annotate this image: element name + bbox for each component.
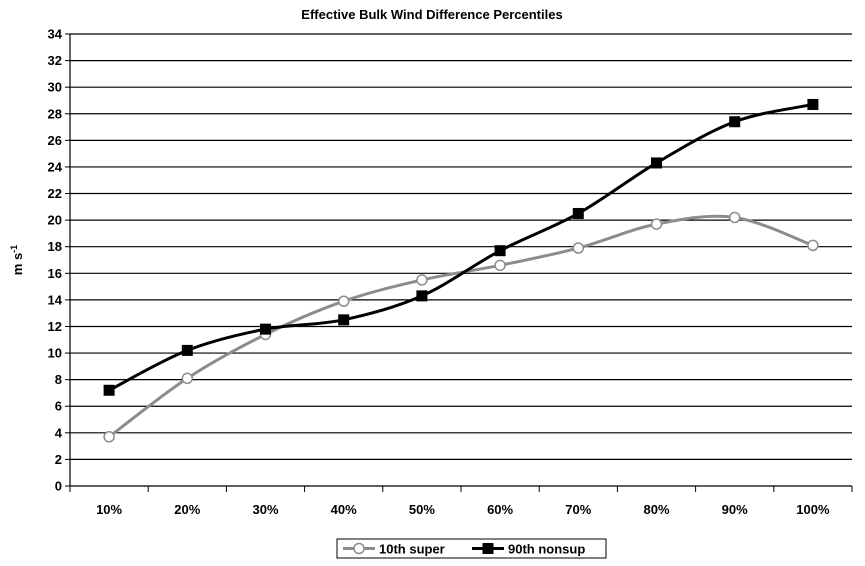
y-tick-label: 18: [48, 239, 62, 254]
data-point-marker: [494, 259, 506, 272]
y-tick-label: 26: [48, 133, 62, 148]
x-tick-labels: 10% 20% 30% 40% 50% 60% 70% 80% 90% 100%: [96, 502, 830, 517]
data-point-marker: [260, 323, 271, 335]
chart-title: Effective Bulk Wind Difference Percentil…: [301, 7, 562, 22]
data-point-marker: [338, 314, 350, 326]
x-tick-label: 10%: [96, 502, 122, 517]
legend: 10th super 90th nonsup: [336, 538, 607, 559]
y-tick-label: 16: [48, 266, 62, 281]
y-tick-label: 0: [55, 479, 62, 494]
x-tick-label: 50%: [409, 502, 435, 517]
gridlines: [70, 33, 852, 461]
y-tick-label: 8: [55, 372, 62, 387]
data-point-marker: [103, 431, 115, 443]
x-tick-label: 80%: [643, 502, 669, 517]
data-point-marker: [572, 207, 584, 219]
series-black: [103, 98, 819, 396]
y-tick-label: 10: [48, 346, 62, 361]
series-line: [108, 102, 814, 392]
y-tick-label: 34: [48, 27, 63, 42]
y-tick-label: 6: [55, 399, 62, 414]
data-point-marker: [103, 384, 115, 396]
data-point-marker: [181, 344, 193, 356]
x-tick-label: 90%: [722, 502, 748, 517]
y-tick-label: 4: [55, 425, 63, 440]
axes: [65, 33, 853, 492]
x-tick-label: 100%: [796, 502, 830, 517]
x-tick-label: 20%: [174, 502, 200, 517]
legend-entry: 10th super: [343, 542, 445, 557]
data-point-marker: [416, 274, 428, 286]
y-tick-label: 12: [48, 319, 62, 334]
data-point-marker: [572, 242, 585, 254]
data-point-marker: [650, 218, 663, 230]
legend-box: [336, 538, 607, 559]
legend-marker: [353, 542, 365, 555]
series-gray: [103, 211, 819, 443]
data-point-marker: [651, 157, 662, 169]
legend-entry: 90th nonsup: [472, 542, 585, 557]
y-tick-label: 24: [48, 159, 63, 174]
y-tick-label: 32: [48, 53, 62, 68]
x-tick-label: 60%: [487, 502, 513, 517]
x-tick-label: 40%: [331, 502, 357, 517]
y-axis-label-base: m s: [10, 253, 25, 275]
legend-label: 10th super: [379, 542, 445, 557]
y-tick-label: 22: [48, 186, 62, 201]
data-point-marker: [494, 245, 506, 257]
data-point-marker: [807, 239, 819, 252]
data-point-marker: [807, 98, 819, 110]
y-tick-label: 20: [48, 213, 62, 228]
y-axis-label: m s-1: [9, 245, 25, 275]
series-line: [108, 214, 814, 439]
y-tick-label: 28: [48, 106, 62, 121]
y-tick-label: 14: [48, 292, 63, 307]
y-axis-label-superscript: -1: [9, 245, 19, 253]
y-tick-label: 2: [55, 452, 62, 467]
y-tick-label: 30: [48, 80, 62, 95]
data-point-marker: [181, 372, 194, 385]
series-lines: [103, 98, 819, 443]
data-point-marker: [337, 295, 350, 307]
legend-label: 90th nonsup: [508, 542, 585, 557]
x-tick-label: 70%: [565, 502, 591, 517]
data-point-marker: [729, 116, 741, 128]
data-point-marker: [728, 211, 741, 224]
x-tick-label: 30%: [252, 502, 278, 517]
data-point-marker: [416, 290, 428, 302]
legend-marker: [482, 543, 494, 554]
